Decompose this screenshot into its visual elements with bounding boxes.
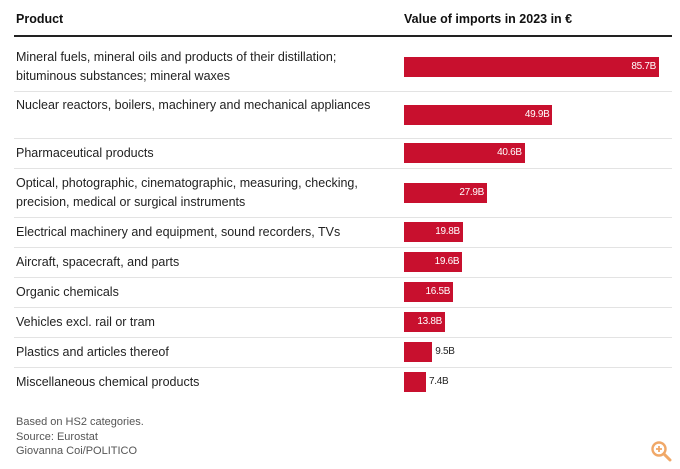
category-label: Organic chemicals: [16, 284, 119, 299]
value-label: 27.9B: [459, 186, 485, 198]
category-label: Mineral fuels, mineral oils and products…: [16, 50, 337, 83]
category-label: Pharmaceutical products: [16, 145, 154, 160]
value-label: 85.7B: [631, 61, 656, 72]
category-label: Vehicles excl. rail or tram: [16, 314, 155, 329]
bar: [404, 252, 463, 272]
value-label: 40.6B: [497, 147, 522, 158]
zoom-in-icon[interactable]: [650, 440, 672, 462]
value-label: 13.8B: [417, 316, 443, 327]
category-label: Plastics and articles thereof: [16, 344, 169, 359]
category-label: Electrical machinery and equipment, soun…: [16, 224, 341, 239]
chart-row: Vehicles excl. rail or tram 13.8B: [14, 307, 672, 338]
bar: [404, 342, 433, 362]
chart-row: Mineral fuels, mineral oils and products…: [14, 43, 672, 92]
chart-row: Optical, photographic, cinematographic, …: [14, 168, 672, 218]
value-label: 19.6B: [434, 256, 460, 267]
chart-row: Nuclear reactors, boilers, machinery and…: [14, 91, 672, 139]
chart-row: Plastics and articles thereof 9.5B: [14, 337, 672, 368]
category-label: Aircraft, spacecraft, and parts: [16, 254, 180, 269]
bar: [404, 282, 454, 302]
chart-row: Pharmaceutical products 40.6B: [14, 138, 672, 169]
bar: [404, 57, 659, 77]
bar: [404, 143, 525, 163]
chart-row: Organic chemicals 16.5B: [14, 277, 672, 308]
category-label: Miscellaneous chemical products: [16, 374, 200, 389]
bar: [404, 182, 488, 203]
bar: [404, 104, 553, 125]
value-label: 9.5B: [435, 346, 455, 357]
category-label: Optical, photographic, cinematographic, …: [16, 175, 358, 209]
value-label: 16.5B: [425, 286, 451, 297]
value-label: 49.9B: [524, 108, 550, 120]
bar: [404, 372, 427, 392]
column-header-product: Product: [16, 12, 64, 26]
header-divider: [14, 35, 672, 37]
chart-row: Aircraft, spacecraft, and parts 19.6B: [14, 247, 672, 278]
chart-row: Miscellaneous chemical products 7.4B: [14, 367, 672, 397]
value-label: 7.4B: [429, 376, 449, 387]
footer-credit: Giovanna Coi/POLITICO: [16, 445, 138, 457]
chart-row: Electrical machinery and equipment, soun…: [14, 217, 672, 248]
chart-footer: Based on HS2 categories. Source: Eurosta…: [16, 415, 144, 459]
footer-note: Based on HS2 categories.: [16, 416, 144, 428]
column-header-value: Value of imports in 2023 in €: [404, 12, 573, 26]
category-label: Nuclear reactors, boilers, machinery and…: [16, 97, 371, 112]
bar: [404, 222, 463, 242]
value-label: 19.8B: [435, 226, 460, 237]
bar: [404, 312, 446, 332]
footer-source: Source: Eurostat: [16, 430, 98, 443]
